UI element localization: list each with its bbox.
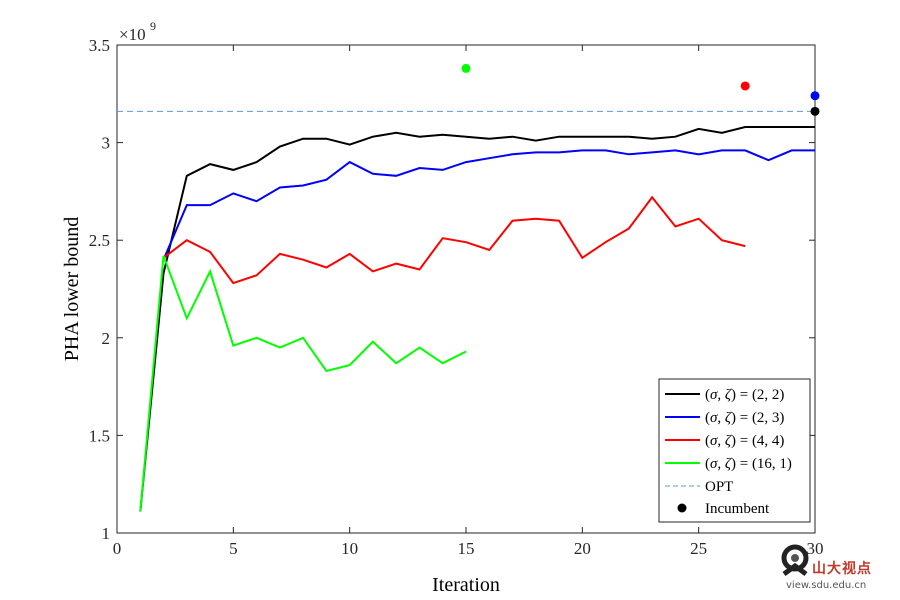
- series-line-0: [139, 126, 815, 512]
- legend: (σ, ζ) = (2, 2) (σ, ζ) = (2, 3) (σ, ζ) =…: [658, 378, 811, 523]
- x-axis-title: Iteration: [432, 574, 500, 596]
- y-tick-label: 2.5: [89, 231, 110, 250]
- x-tick-label: 15: [458, 539, 475, 558]
- y-exponent-base: ×10: [119, 25, 146, 44]
- legend-box: [658, 378, 811, 523]
- watermark-text: 山大视点: [812, 561, 872, 577]
- y-tick-label: 2: [102, 329, 111, 348]
- y-tick-label: 1: [102, 524, 111, 543]
- axis-tick-labels: 0 5 10 15 20 25 30 1 1.5 2 2.5 3 3.5: [89, 36, 824, 558]
- y-exponent-power: 9: [150, 19, 156, 33]
- incumbent-point-0: [461, 63, 471, 73]
- incumbent-point-2: [810, 91, 820, 101]
- legend-label-opt: OPT: [705, 479, 733, 495]
- legend-label-16-1: (σ, ζ) = (16, 1): [705, 456, 792, 472]
- series-group: [139, 126, 815, 512]
- x-tick-label: 0: [113, 539, 122, 558]
- y-axis-title: PHA lower bound: [61, 217, 83, 361]
- incumbent-point-3: [810, 106, 820, 116]
- x-tick-label: 20: [574, 539, 591, 558]
- x-tick-label: 10: [341, 539, 358, 558]
- x-tick-label: 25: [690, 539, 707, 558]
- legend-label-2-3: (σ, ζ) = (2, 3): [705, 410, 784, 426]
- y-exponent: ×10 9: [119, 19, 156, 44]
- y-tick-label: 3: [102, 134, 111, 153]
- y-tick-label: 3.5: [89, 36, 110, 55]
- watermark: 山大视点 view.sdu.edu.cn: [776, 536, 894, 598]
- axis-ticks: [116, 44, 816, 534]
- incumbent-points: [461, 63, 820, 116]
- x-tick-label: 30: [807, 539, 824, 558]
- legend-swatch-incumbent: [677, 503, 687, 513]
- legend-label-2-2: (σ, ζ) = (2, 2): [705, 387, 784, 403]
- series-line-2: [162, 195, 746, 285]
- legend-label-4-4: (σ, ζ) = (4, 4): [705, 433, 784, 449]
- y-tick-label: 1.5: [89, 426, 110, 445]
- series-line-1: [162, 149, 815, 261]
- legend-label-incumbent: Incumbent: [705, 501, 770, 517]
- watermark-url: view.sdu.edu.cn: [786, 580, 867, 591]
- watermark-logo-icon: [781, 544, 809, 577]
- series-line-3: [139, 255, 467, 512]
- x-tick-label: 5: [229, 539, 238, 558]
- incumbent-point-1: [740, 81, 750, 91]
